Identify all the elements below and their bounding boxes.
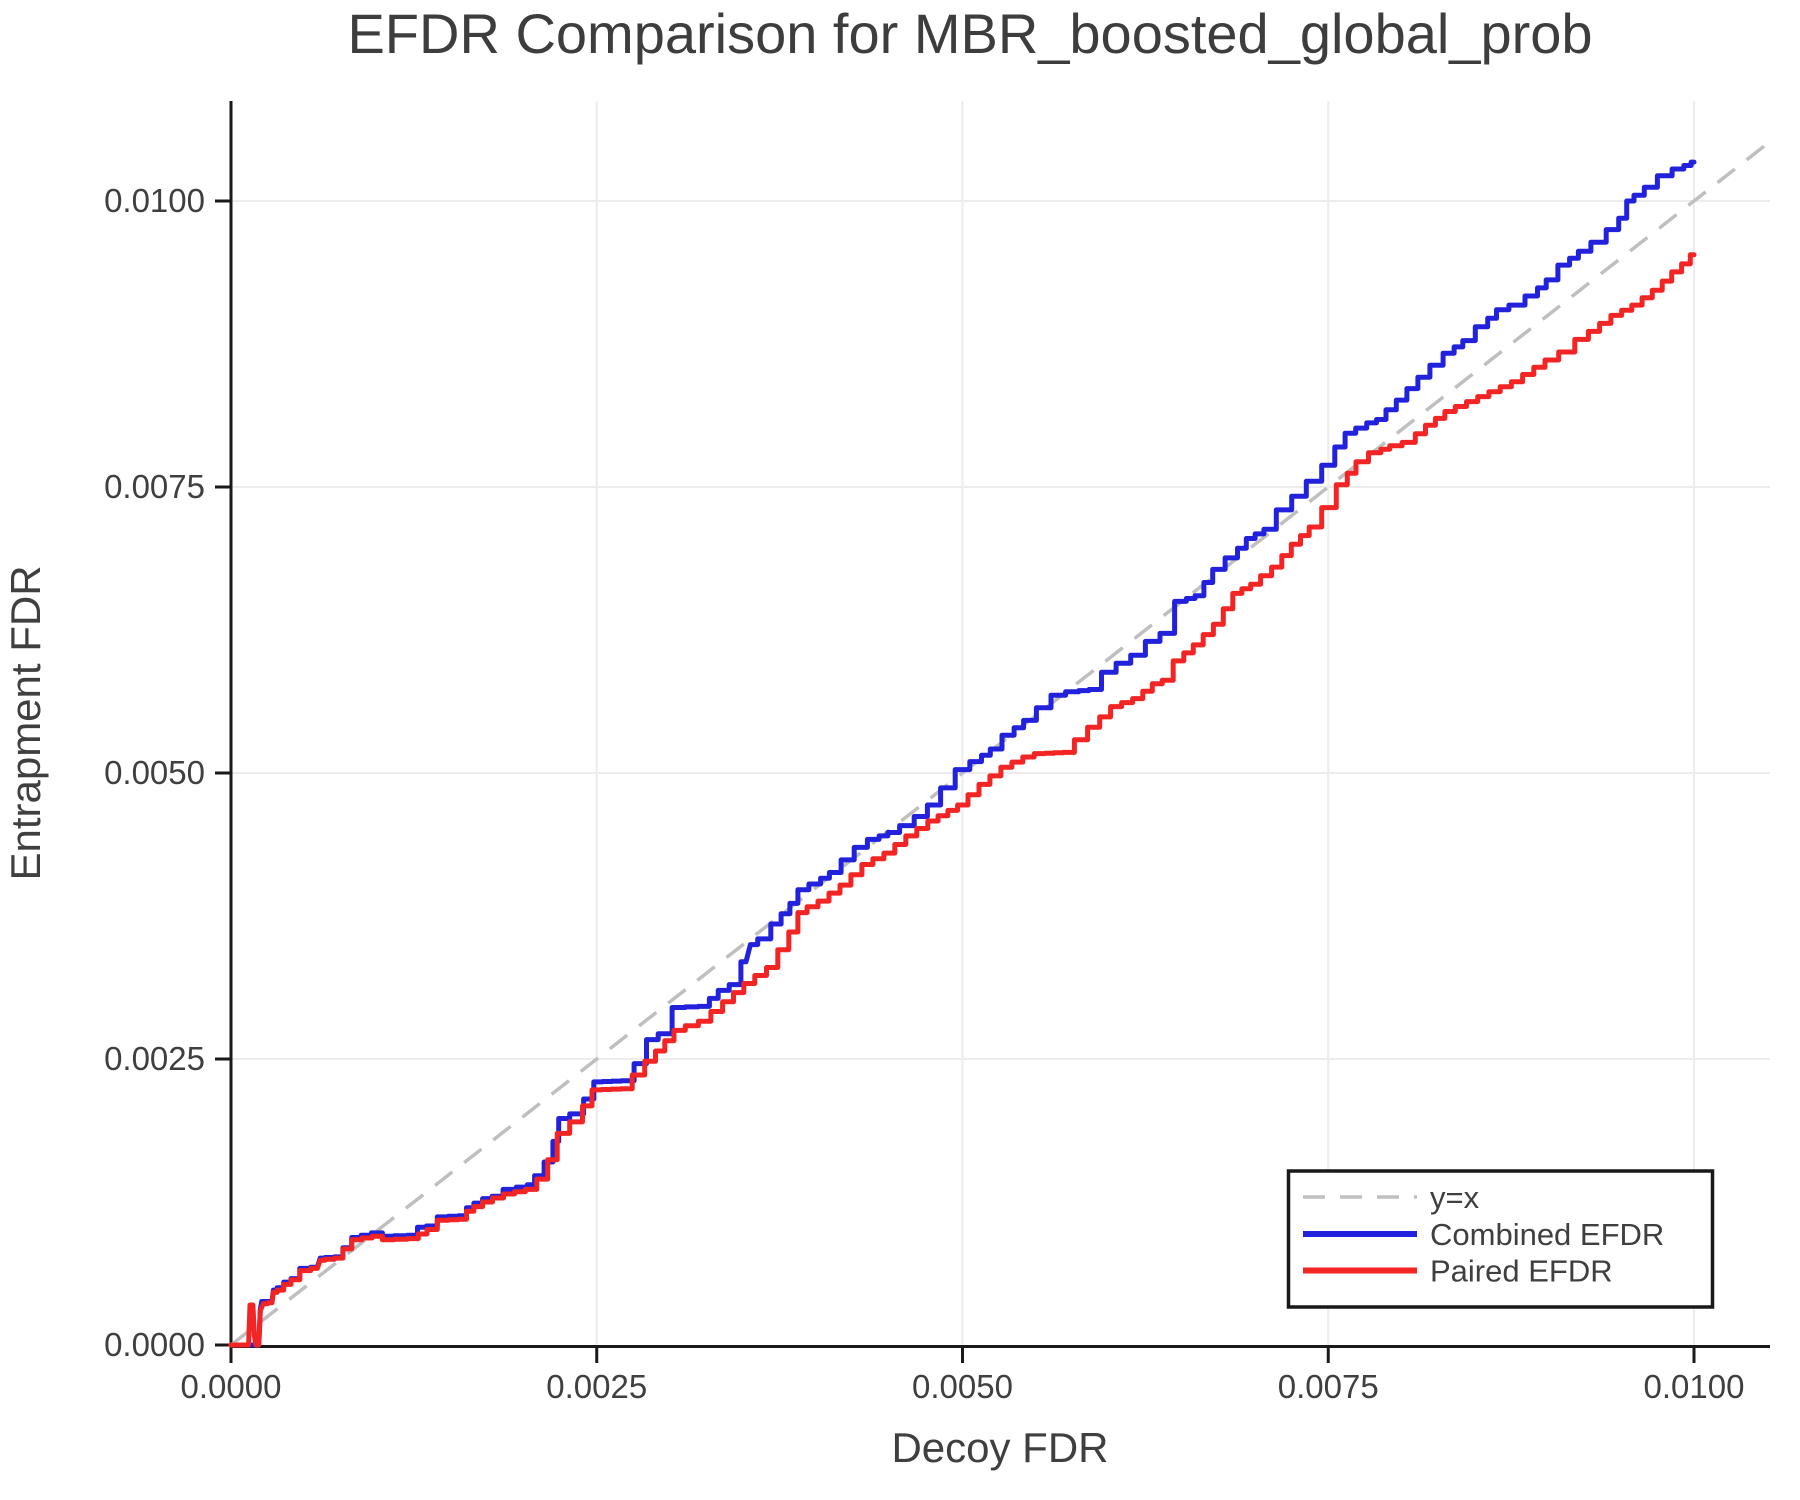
y-tick-label: 0.0075	[104, 468, 205, 505]
legend-box	[1286, 1169, 1715, 1309]
data-series	[228, 140, 1772, 1348]
y-tick-label: 0.0050	[104, 754, 205, 791]
y-tick-label: 0.0000	[104, 1326, 205, 1363]
combined-efdr-line	[228, 159, 1697, 1348]
legend-label: Paired EFDR	[1430, 1254, 1613, 1289]
chart-title: EFDR Comparison for MBR_boosted_global_p…	[347, 2, 1592, 65]
x-tick-label: 0.0025	[546, 1368, 647, 1405]
y-tick-label: 0.0100	[104, 182, 205, 219]
x-tick-label: 0.0000	[181, 1368, 282, 1405]
x-axis-label: Decoy FDR	[891, 1424, 1108, 1471]
legend-label: y=x	[1430, 1180, 1480, 1215]
axis-spines	[229, 101, 1770, 1348]
axis-ticks: 0.0000 0.0025 0.0050 0.0075 0.0100 0.0000 0.00…	[104, 182, 1744, 1405]
x-tick-label: 0.0100	[1644, 1368, 1745, 1405]
y-tick-label: 0.0025	[104, 1040, 205, 1077]
x-tick-label: 0.0050	[912, 1368, 1013, 1405]
x-tick-label: 0.0075	[1278, 1368, 1379, 1405]
paired-efdr-line	[228, 252, 1697, 1348]
y-axis-label: Entrapment FDR	[2, 565, 49, 880]
legend-label: Combined EFDR	[1430, 1217, 1664, 1252]
